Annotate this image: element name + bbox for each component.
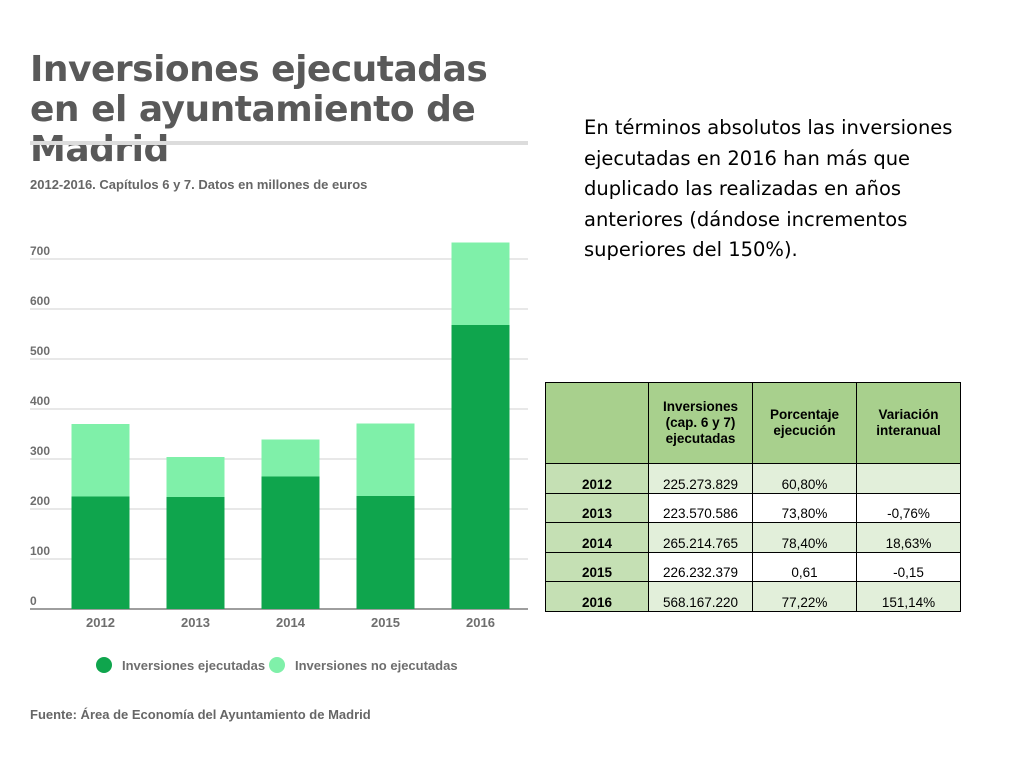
legend-label-executed: Inversiones ejecutadas — [122, 658, 265, 673]
bar-executed — [71, 496, 130, 609]
table-cell-year: 2013 — [545, 492, 649, 523]
bar-executed — [261, 476, 320, 609]
chart-legend: Inversiones ejecutadas Inversiones no ej… — [96, 657, 458, 673]
bar-not-executed — [261, 439, 320, 477]
table-cell-yearly-variation: 18,63% — [856, 522, 961, 553]
y-tick-label: 0 — [30, 594, 37, 608]
x-tick-label: 2015 — [371, 615, 400, 630]
commentary-text: En términos absolutos las inversiones ej… — [584, 116, 953, 261]
table-row: 2012 225.273.829 60,80% — [545, 463, 961, 494]
legend-label-not-executed: Inversiones no ejecutadas — [295, 658, 458, 673]
table-header-corner — [545, 382, 649, 464]
legend-item-not-executed: Inversiones no ejecutadas — [269, 657, 458, 673]
table-cell-year: 2012 — [545, 463, 649, 494]
legend-swatch-not-executed — [269, 657, 285, 673]
bar-executed — [451, 325, 510, 609]
x-axis-ticks: 2012 2013 2014 2015 2016 — [86, 615, 495, 630]
y-tick-label: 200 — [30, 494, 50, 508]
investment-table: Inversiones (cap. 6 y 7) ejecutadas Porc… — [545, 382, 961, 612]
bar-executed — [356, 496, 415, 609]
table-header-row: Inversiones (cap. 6 y 7) ejecutadas Porc… — [545, 382, 961, 464]
table-cell-yearly-variation: -0,76% — [856, 492, 961, 523]
table-cell-yearly-variation — [856, 463, 961, 494]
table-row: 2016 568.167.220 77,22% 151,14% — [545, 581, 961, 612]
y-tick-label: 100 — [30, 544, 50, 558]
legend-swatch-executed — [96, 657, 112, 673]
x-tick-label: 2012 — [86, 615, 115, 630]
table-cell-year: 2016 — [545, 581, 649, 612]
bar-not-executed — [166, 457, 225, 497]
table-cell-execution-percent: 77,22% — [752, 581, 857, 612]
table-cell-executed: 568.167.220 — [648, 581, 753, 612]
table-cell-yearly-variation: -0,15 — [856, 551, 961, 582]
table-header-execution-percent: Porcentaje ejecución — [752, 382, 857, 464]
table-cell-execution-percent: 0,61 — [752, 551, 857, 582]
table-cell-execution-percent: 73,80% — [752, 492, 857, 523]
y-tick-label: 600 — [30, 294, 50, 308]
table-cell-execution-percent: 78,40% — [752, 522, 857, 553]
y-tick-label: 500 — [30, 344, 50, 358]
chart-title: Inversiones ejecutadas en el ayuntamient… — [30, 49, 488, 170]
bar-not-executed — [356, 423, 415, 496]
chart-bars — [71, 242, 510, 609]
table-header-yearly-variation: Variación interanual — [856, 382, 961, 464]
y-tick-label: 400 — [30, 394, 50, 408]
title-divider — [30, 141, 528, 145]
table-cell-executed: 225.273.829 — [648, 463, 753, 494]
table-header-executed: Inversiones (cap. 6 y 7) ejecutadas — [648, 382, 753, 464]
y-tick-label: 300 — [30, 444, 50, 458]
table-row: 2015 226.232.379 0,61 -0,15 — [545, 551, 961, 582]
chart-subtitle: 2012-2016. Capítulos 6 y 7. Datos en mil… — [30, 177, 368, 192]
table-cell-execution-percent: 60,80% — [752, 463, 857, 494]
bar-not-executed — [71, 424, 130, 497]
table-cell-executed: 223.570.586 — [648, 492, 753, 523]
y-axis-ticks: 0 100 200 300 400 500 600 700 — [30, 244, 50, 608]
table-cell-yearly-variation: 151,14% — [856, 581, 961, 612]
table-row: 2013 223.570.586 73,80% -0,76% — [545, 492, 961, 523]
table-row: 2014 265.214.765 78,40% 18,63% — [545, 522, 961, 553]
x-tick-label: 2014 — [276, 615, 306, 630]
legend-item-executed: Inversiones ejecutadas — [96, 657, 265, 673]
table-cell-year: 2014 — [545, 522, 649, 553]
table-cell-executed: 226.232.379 — [648, 551, 753, 582]
x-tick-label: 2013 — [181, 615, 210, 630]
bar-executed — [166, 497, 225, 609]
chart-source: Fuente: Área de Economía del Ayuntamient… — [30, 707, 371, 722]
table-cell-year: 2015 — [545, 551, 649, 582]
y-tick-label: 700 — [30, 244, 50, 258]
x-tick-label: 2016 — [466, 615, 495, 630]
table-cell-executed: 265.214.765 — [648, 522, 753, 553]
bar-not-executed — [451, 242, 510, 325]
